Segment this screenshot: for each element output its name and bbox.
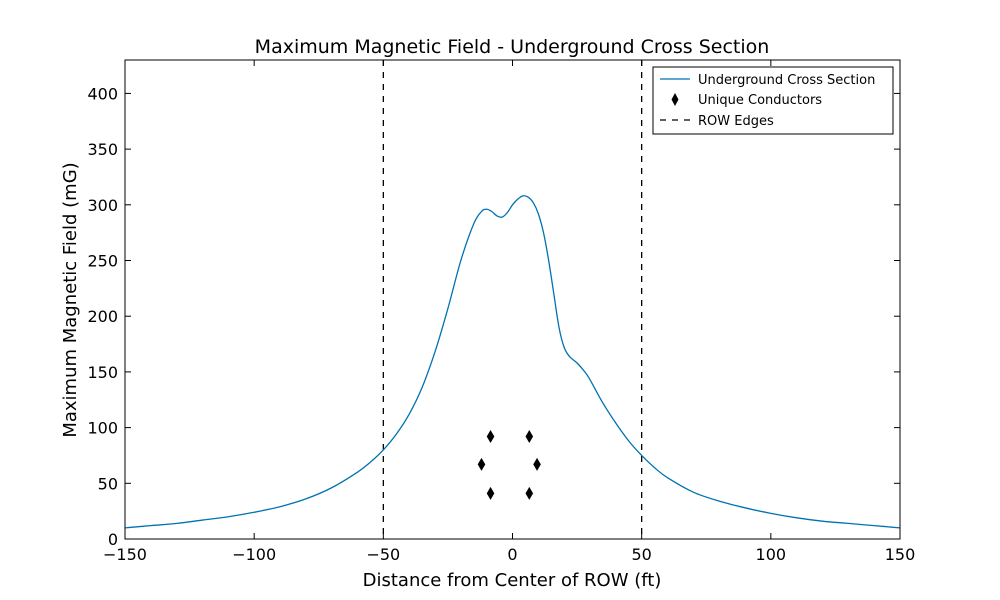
x-tick-label: 0 xyxy=(507,545,517,564)
axis-ticks: −150 −100 −50 0 50 100 150 0 50 100 150 200 250 300 35… xyxy=(87,60,915,564)
field-curve xyxy=(124,195,901,529)
x-tick-label: 150 xyxy=(885,545,916,564)
legend-label-dashes: ROW Edges xyxy=(698,114,774,129)
conductor-marker xyxy=(486,430,495,444)
conductor-marker xyxy=(486,486,495,500)
conductor-marker xyxy=(477,457,486,471)
legend-label-line: Underground Cross Section xyxy=(698,73,875,88)
x-tick-label: −50 xyxy=(366,545,400,564)
y-tick-label: 150 xyxy=(87,363,118,382)
y-tick-label: 50 xyxy=(98,474,118,493)
legend-label-markers: Unique Conductors xyxy=(698,93,822,108)
y-tick-label: 200 xyxy=(87,307,118,326)
conductor-marker xyxy=(525,430,534,444)
conductor-marker xyxy=(525,486,534,500)
legend: Underground Cross Section Unique Conduct… xyxy=(652,66,894,135)
x-axis-title: Distance from Center of ROW (ft) xyxy=(363,570,662,591)
y-tick-label: 300 xyxy=(87,196,118,215)
x-tick-label: −100 xyxy=(232,545,276,564)
plot-area xyxy=(124,60,901,539)
x-tick-label: 50 xyxy=(631,545,651,564)
x-tick-label: −150 xyxy=(103,545,147,564)
conductor-marker xyxy=(533,457,541,471)
y-tick-label: 250 xyxy=(87,252,118,271)
chart-title: Maximum Magnetic Field - Underground Cro… xyxy=(255,36,770,58)
x-tick-label: 100 xyxy=(756,545,787,564)
y-axis-title: Maximum Magnetic Field (mG) xyxy=(60,162,81,437)
y-tick-label: 400 xyxy=(87,84,118,103)
y-tick-label: 0 xyxy=(108,530,118,549)
legend-marker-swatch xyxy=(671,93,679,106)
y-tick-label: 350 xyxy=(87,140,118,159)
legend-box xyxy=(652,66,894,135)
y-tick-label: 100 xyxy=(87,419,118,438)
